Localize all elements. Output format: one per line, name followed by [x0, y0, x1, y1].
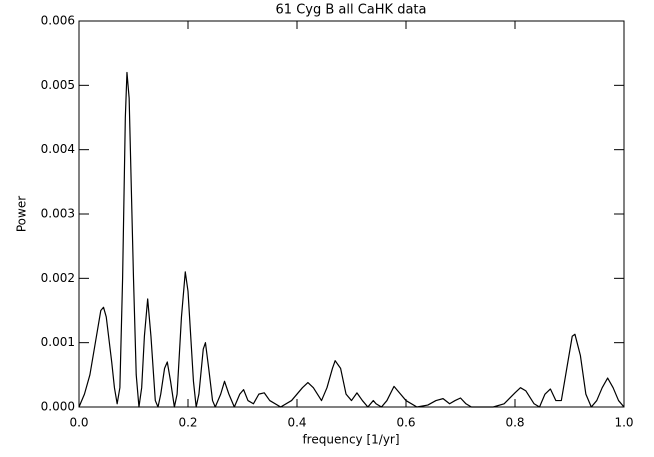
y-tick-label: 0.004	[41, 142, 75, 156]
x-tick-label: 0.0	[69, 416, 88, 430]
x-tick-label: 0.2	[178, 416, 197, 430]
y-tick-label: 0.002	[41, 271, 75, 285]
y-tick-label: 0.003	[41, 207, 75, 221]
y-axis-label: Power	[15, 196, 29, 232]
x-tick-label: 0.8	[505, 416, 524, 430]
x-tick-label: 1.0	[614, 416, 633, 430]
plot-frame	[78, 20, 625, 408]
x-tick-label: 0.6	[396, 416, 415, 430]
x-tick-label: 0.4	[287, 416, 306, 430]
y-tick-label: 0.005	[41, 78, 75, 92]
x-axis-label: frequency [1/yr]	[302, 433, 399, 447]
y-tick-label: 0.000	[41, 400, 75, 414]
power-line	[78, 71, 625, 408]
y-tick-label: 0.001	[41, 335, 75, 349]
chart-title: 61 Cyg B all CaHK data	[276, 3, 427, 18]
y-tick-label: 0.006	[41, 14, 75, 28]
